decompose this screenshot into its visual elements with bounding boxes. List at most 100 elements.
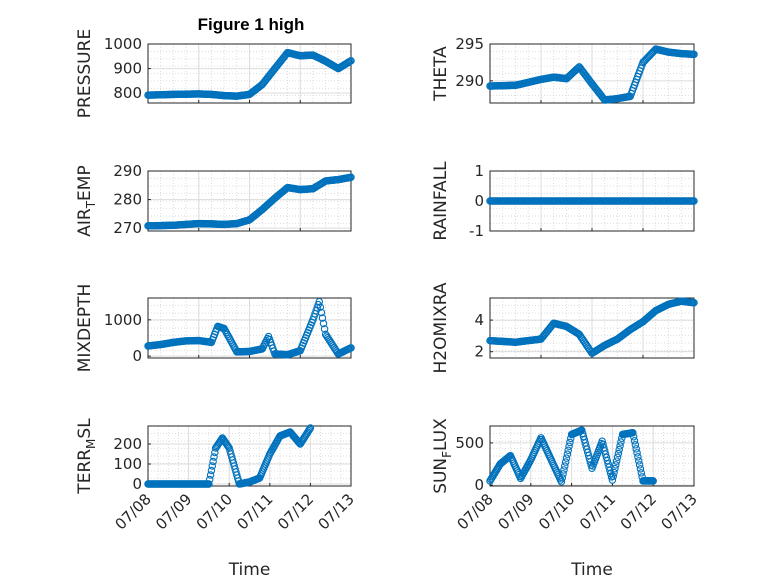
data-point — [629, 429, 637, 437]
panel-h2omixra: 2 4 H2OMIXRA — [431, 282, 698, 374]
x-tick-label: 07/12 — [617, 490, 660, 533]
x-tick-label: 07/09 — [152, 490, 195, 533]
data-point — [209, 457, 217, 466]
y-tick-label: 1000 — [104, 311, 142, 329]
axes-frame — [489, 43, 695, 104]
y-axis-label: PRESSURE — [75, 29, 95, 118]
data-point — [565, 442, 573, 451]
x-tick-label: 07/08 — [112, 490, 155, 533]
x-tick-label: 07/11 — [576, 490, 619, 533]
data-series — [486, 45, 698, 104]
axes-frame — [489, 297, 695, 359]
y-axis-label: AIRTEMP — [75, 165, 98, 236]
x-tick-label: 07/09 — [494, 490, 537, 533]
data-point — [318, 314, 327, 322]
data-point — [634, 457, 643, 465]
data-point — [317, 308, 326, 317]
data-point — [205, 480, 213, 488]
data-point — [631, 441, 640, 449]
data-series — [486, 197, 698, 205]
data-point — [608, 476, 617, 484]
y-tick-label: 1 — [474, 162, 484, 180]
data-point — [210, 453, 218, 461]
data-point — [636, 465, 645, 473]
data-series — [486, 297, 698, 358]
y-tick-label: 0 — [132, 347, 142, 365]
x-axis-label: Time — [228, 560, 271, 580]
data-point — [637, 469, 646, 477]
data-point — [635, 461, 644, 469]
axes-frame — [489, 425, 695, 487]
data-point — [649, 477, 657, 485]
y-axis-label: MIXDEPTH — [75, 284, 95, 373]
panel-terr-msl: 0 100 200 TERRMSL 07/0807/0907/1007/1107/120… — [75, 418, 358, 580]
data-point — [616, 442, 624, 450]
data-point — [561, 462, 569, 470]
data-point — [305, 425, 314, 434]
y-tick-label: 2 — [474, 343, 484, 361]
data-point — [611, 464, 619, 473]
y-tick-label: 290 — [113, 162, 142, 180]
x-tick-label: 07/10 — [535, 490, 578, 533]
data-point — [615, 445, 623, 454]
data-series — [486, 426, 657, 486]
axes-frame — [147, 43, 352, 104]
data-point — [612, 457, 621, 465]
y-tick-label: 100 — [113, 455, 142, 473]
data-point — [632, 445, 640, 453]
data-point — [306, 424, 315, 432]
y-axis-label: TERRMSL — [75, 418, 98, 495]
data-point — [347, 56, 355, 65]
y-tick-label: 900 — [113, 60, 142, 78]
y-tick-label: 500 — [455, 434, 484, 452]
axes-frame — [147, 425, 352, 487]
data-series — [144, 173, 355, 230]
y-tick-label: 800 — [113, 84, 142, 102]
data-point — [564, 446, 572, 454]
y-tick-label: 4 — [474, 311, 484, 329]
y-axis-label: THETA — [431, 46, 451, 102]
data-point — [633, 449, 641, 457]
data-point — [557, 478, 566, 486]
data-point — [566, 438, 574, 447]
data-series — [144, 48, 355, 100]
x-tick-label: 07/11 — [233, 490, 276, 533]
panel-sun-flux: 0 500SUNFLUX07/0807/0907/1007/1107/1207/1… — [431, 418, 701, 580]
data-point — [559, 470, 567, 478]
data-point — [563, 450, 572, 458]
y-tick-label: 0 — [132, 475, 142, 493]
y-tick-label: 280 — [113, 191, 142, 209]
x-tick-label: 07/12 — [274, 490, 317, 533]
data-point — [690, 298, 698, 307]
data-point — [614, 449, 623, 458]
data-point — [612, 461, 620, 469]
data-point — [690, 50, 698, 59]
panel-pressure: 800 900 1000 PRESSURE — [75, 29, 355, 118]
y-tick-label: 1000 — [104, 35, 142, 53]
y-tick-label: 290 — [455, 72, 484, 90]
x-tick-label: 07/10 — [193, 490, 236, 533]
y-axis-label: H2OMIXRA — [431, 282, 451, 373]
y-tick-label: 0 — [474, 192, 484, 210]
data-point — [558, 474, 566, 482]
data-point — [207, 466, 216, 475]
data-point — [206, 471, 215, 479]
data-point — [630, 437, 639, 445]
x-axis-label: Time — [570, 560, 613, 580]
y-tick-label: 0 — [474, 476, 484, 494]
y-tick-label: 270 — [113, 219, 142, 237]
axes-frame — [147, 297, 352, 359]
figure-title: Figure 1 high — [198, 15, 305, 34]
data-point — [224, 442, 233, 451]
data-point — [561, 458, 570, 466]
x-tick-label: 07/13 — [315, 490, 358, 533]
y-axis-label: SUNFLUX — [431, 418, 454, 494]
data-point — [205, 475, 214, 484]
data-point — [316, 303, 325, 311]
data-point — [208, 462, 217, 470]
data-point — [560, 466, 568, 474]
data-point — [613, 453, 622, 462]
data-series — [144, 297, 355, 359]
data-point — [320, 325, 329, 333]
